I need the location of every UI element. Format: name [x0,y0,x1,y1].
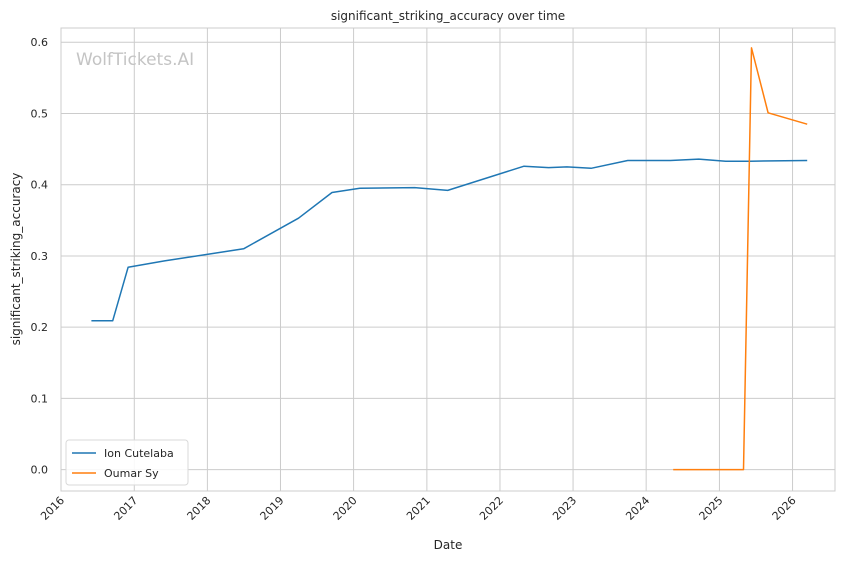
y-tick-label: 0.1 [31,392,49,405]
y-tick-label: 0.0 [31,464,49,477]
legend-label-oumar-sy: Oumar Sy [104,467,159,480]
x-tick-label: 2019 [258,494,287,523]
watermark: WolfTickets.AI [76,50,194,70]
x-tick-label: 2016 [38,494,67,523]
x-tick-label: 2023 [550,494,579,523]
x-tick-label: 2018 [185,494,214,523]
legend: Ion Cutelaba Oumar Sy [66,440,188,485]
y-tick-label: 0.5 [31,107,49,120]
y-tick-label: 0.2 [31,321,49,334]
x-tick-label: 2021 [404,494,433,523]
x-tick-label: 2026 [770,494,799,523]
y-tick-label: 0.3 [31,250,49,263]
y-axis-label: significant_striking_accuracy [9,173,23,346]
chart-title: significant_striking_accuracy over time [331,9,565,23]
y-tick-label: 0.6 [31,36,49,49]
x-tick-label: 2025 [697,494,726,523]
x-axis-label: Date [434,538,463,552]
x-tick-label: 2024 [623,494,652,523]
y-tick-label: 0.4 [31,179,49,192]
x-tick-label: 2022 [477,494,506,523]
y-axis: 0.0 0.1 0.2 0.3 0.4 0.5 0.6 [31,36,49,476]
x-axis: 2016 2017 2018 2019 2020 2021 2022 2023 2024 2025… [38,494,799,523]
x-tick-label: 2020 [331,494,360,523]
x-tick-label: 2017 [111,494,140,523]
legend-label-ion-cutelaba: Ion Cutelaba [104,447,174,460]
